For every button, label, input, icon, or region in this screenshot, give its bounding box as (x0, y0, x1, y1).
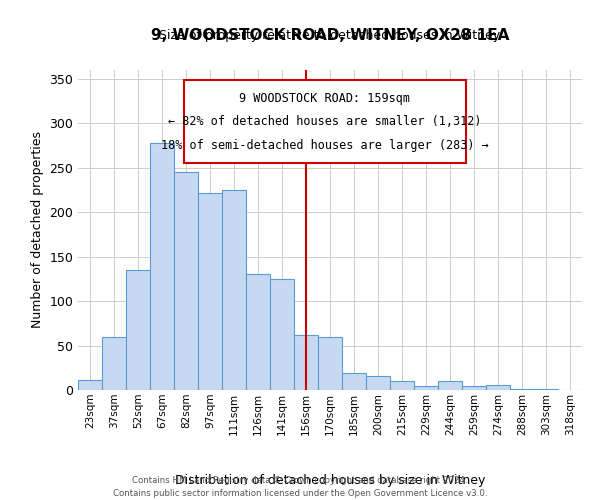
Bar (438, 381, 462, 390)
Bar (486, 384, 510, 390)
Text: ← 82% of detached houses are smaller (1,312): ← 82% of detached houses are smaller (1,… (168, 115, 482, 128)
Text: 9 WOODSTOCK ROAD: 159sqm: 9 WOODSTOCK ROAD: 159sqm (239, 92, 410, 106)
Bar (102, 336, 126, 390)
Bar (462, 386, 486, 390)
Bar (270, 279, 294, 390)
Bar (510, 389, 534, 390)
Bar (414, 386, 438, 390)
Y-axis label: Number of detached properties: Number of detached properties (31, 132, 44, 328)
Bar (174, 172, 198, 390)
Bar (318, 336, 342, 390)
Bar (222, 190, 246, 390)
Bar (78, 380, 102, 390)
Bar (294, 335, 318, 390)
Bar (342, 373, 366, 390)
Bar (246, 274, 270, 390)
Bar (150, 143, 174, 390)
FancyBboxPatch shape (184, 80, 466, 163)
Bar (126, 270, 150, 390)
Text: 9, WOODSTOCK ROAD, WITNEY, OX28 1EA: 9, WOODSTOCK ROAD, WITNEY, OX28 1EA (151, 28, 509, 43)
Text: 18% of semi-detached houses are larger (283) →: 18% of semi-detached houses are larger (… (161, 139, 489, 152)
Bar (534, 389, 558, 390)
X-axis label: Distribution of detached houses by size in Witney: Distribution of detached houses by size … (175, 474, 485, 487)
Bar (390, 381, 414, 390)
Text: Contains HM Land Registry data © Crown copyright and database right 2024.
Contai: Contains HM Land Registry data © Crown c… (113, 476, 487, 498)
Title: Size of property relative to detached houses in Witney: Size of property relative to detached ho… (160, 30, 500, 43)
Bar (366, 376, 390, 390)
Bar (198, 192, 222, 390)
